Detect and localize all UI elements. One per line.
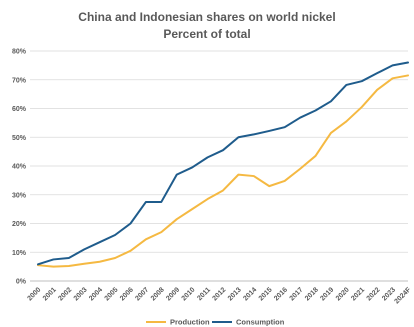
x-tick-label: 2011: [196, 286, 212, 302]
y-tick-label: 10%: [12, 250, 27, 257]
x-tick-label: 2021: [350, 286, 366, 302]
gridlines: [30, 50, 408, 282]
x-tick-label: 2000: [26, 286, 42, 302]
x-tick-label: 2024F: [393, 286, 412, 305]
x-tick-label: 2009: [165, 286, 181, 302]
legend: Production Consumption: [146, 318, 285, 327]
x-tick-label: 2022: [366, 286, 382, 302]
x-tick-label: 2020: [335, 286, 351, 302]
x-tick-label: 2003: [73, 286, 89, 302]
y-tick-label: 50%: [12, 135, 27, 142]
x-tick-label: 2007: [134, 286, 150, 302]
x-tick-label: 2002: [57, 286, 73, 302]
x-tick-label: 2015: [258, 286, 274, 302]
x-tick-label: 2008: [150, 286, 166, 302]
y-tick-label: 60%: [12, 106, 27, 113]
x-tick-label: 2006: [119, 286, 135, 302]
x-tick-label: 2012: [211, 286, 227, 302]
chart-title: China and Indonesian shares on world nic…: [78, 10, 335, 24]
x-tick-label: 2010: [181, 286, 197, 302]
y-tick-label: 70%: [12, 77, 27, 84]
x-axis-ticks: 2000 2001 2002 2003 2004 2005 2006 2007 2008 2009…: [26, 286, 412, 305]
series-line-consumption: [37, 61, 409, 266]
legend-entry: Consumption: [236, 318, 285, 327]
y-tick-label: 0%: [16, 279, 27, 286]
chart-subtitle: Percent of total: [163, 27, 250, 41]
x-tick-label: 2001: [42, 286, 58, 302]
x-tick-label: 2016: [273, 286, 289, 302]
x-tick-label: 2017: [289, 286, 305, 302]
x-tick-label: 2005: [104, 286, 120, 302]
x-tick-label: 2004: [88, 286, 104, 302]
series-line-production: [37, 74, 409, 268]
y-tick-label: 30%: [12, 192, 27, 199]
y-tick-label: 40%: [12, 164, 27, 171]
y-tick-label: 80%: [12, 49, 27, 56]
x-tick-label: 2013: [227, 286, 243, 302]
y-axis-ticks: 0% 10% 20% 30% 40% 50% 60% 70% 80%: [12, 49, 27, 286]
x-tick-label: 2018: [304, 286, 320, 302]
x-tick-label: 2014: [242, 286, 258, 302]
series-lines: [37, 61, 409, 268]
y-tick-label: 20%: [12, 221, 27, 228]
x-tick-label: 2019: [319, 286, 335, 302]
legend-entry: Production: [170, 318, 210, 327]
